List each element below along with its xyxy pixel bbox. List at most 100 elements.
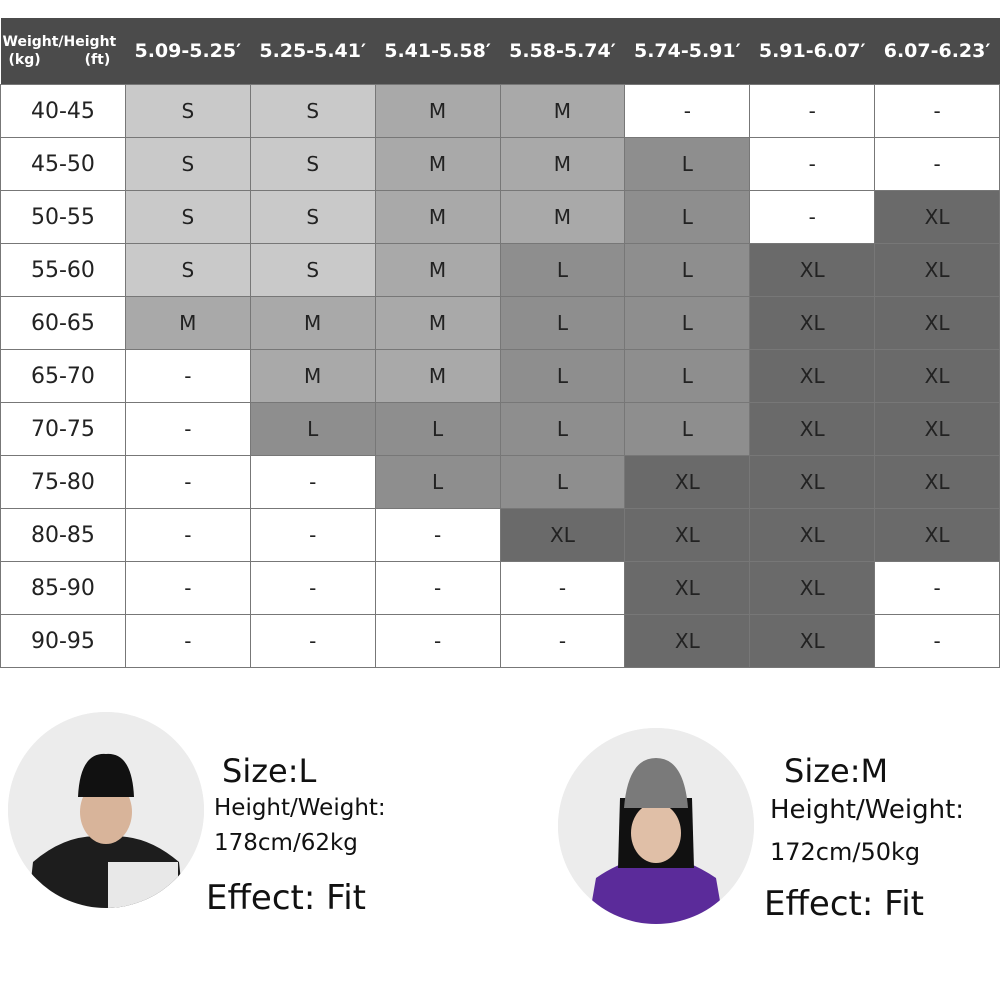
weight-cell: 40-45 [0,84,126,138]
size-cell: M [499,190,626,244]
height-header: 5.09-5.25′ [125,18,251,85]
weight-cell: 85-90 [0,561,126,615]
size-cell: XL [624,561,751,615]
weight-cell: 60-65 [0,296,126,350]
size-cell: M [374,349,501,403]
size-cell: - [874,561,1000,615]
size-cell: XL [749,455,876,509]
model-photo-male [8,712,204,908]
model-hw-value: 178cm/62kg [214,830,358,856]
corner-title: Weight/Height [2,34,117,50]
size-cell: - [374,508,501,562]
size-cell: XL [624,508,751,562]
size-cell: - [499,614,626,668]
size-cell: - [249,455,376,509]
size-cell: - [249,561,376,615]
size-cell: XL [874,243,1000,297]
size-cell: - [124,349,251,403]
size-table: Weight/Height (kg) (ft) 5.09-5.25′ 5.25-5.… [0,18,1000,668]
size-cell: L [624,296,751,350]
weight-cell: 90-95 [0,614,126,668]
size-cell: M [374,243,501,297]
size-cell: XL [874,349,1000,403]
size-cell: - [249,614,376,668]
size-cell: - [249,508,376,562]
table-row: 80-85- - - XL XL XL XL [0,508,1000,562]
table-row: 40-45 S S M M - - - [0,84,1000,138]
size-cell: - [124,402,251,456]
model-size: Size:L [222,752,317,790]
size-cell: L [624,243,751,297]
weight-cell: 70-75 [0,402,126,456]
size-cell: XL [874,190,1000,244]
model-effect: Effect: Fit [764,884,924,924]
size-cell: M [374,84,501,138]
size-cell: - [124,508,251,562]
corner-header: Weight/Height (kg) (ft) [0,18,126,85]
size-cell: - [874,614,1000,668]
model-hw-label: Height/Weight: [214,795,386,821]
size-cell: M [499,84,626,138]
size-cell: - [749,190,876,244]
size-cell: - [499,561,626,615]
size-cell: S [124,137,251,191]
table-row: 55-60 S S M L L XL XL [0,243,1000,297]
size-cell: S [249,190,376,244]
weight-cell: 65-70 [0,349,126,403]
size-cell: XL [499,508,626,562]
size-cell: - [874,137,1000,191]
size-cell: M [374,190,501,244]
size-cell: L [624,349,751,403]
model-hw-label: Height/Weight: [770,795,965,825]
size-cell: XL [749,508,876,562]
size-cell: XL [874,508,1000,562]
table-row: 70-75- L L L L XL XL [0,402,1000,456]
model-effect: Effect: Fit [206,878,366,918]
size-cell: M [249,349,376,403]
size-cell: XL [874,402,1000,456]
size-cell: L [374,455,501,509]
height-header: 5.74-5.91′ [624,18,750,85]
size-cell: S [124,243,251,297]
table-row: 85-90- - - - XL XL - [0,561,1000,615]
corner-kg: (kg) [8,52,41,68]
size-cell: L [624,137,751,191]
weight-cell: 75-80 [0,455,126,509]
size-cell: L [499,243,626,297]
size-cell: M [499,137,626,191]
size-cell: L [624,190,751,244]
size-cell: XL [874,296,1000,350]
size-cell: S [124,190,251,244]
size-cell: XL [749,402,876,456]
height-header: 5.25-5.41′ [250,18,376,85]
size-cell: M [249,296,376,350]
size-cell: L [499,402,626,456]
height-header: 6.07-6.23′ [874,18,1000,85]
size-cell: M [374,296,501,350]
table-row: 90-95- - - - XL XL - [0,614,1000,668]
size-cell: - [749,84,876,138]
model-size: Size:M [784,752,889,790]
weight-cell: 80-85 [0,508,126,562]
size-cell: - [374,561,501,615]
size-cell: XL [749,296,876,350]
size-cell: S [249,243,376,297]
height-header: 5.58-5.74′ [500,18,625,85]
size-cell: S [249,137,376,191]
size-cell: XL [624,455,751,509]
size-cell: - [749,137,876,191]
size-cell: M [374,137,501,191]
size-cell: XL [749,349,876,403]
size-cell: XL [624,614,751,668]
size-cell: - [874,84,1000,138]
size-cell: S [249,84,376,138]
size-cell: - [374,614,501,668]
size-cell: L [499,455,626,509]
height-header: 5.91-6.07′ [749,18,875,85]
size-cell: S [124,84,251,138]
table-row: 60-65 M M M L L XL XL [0,296,1000,350]
size-cell: XL [749,243,876,297]
size-cell: L [624,402,751,456]
size-cell: XL [874,455,1000,509]
person-icon [558,728,754,924]
